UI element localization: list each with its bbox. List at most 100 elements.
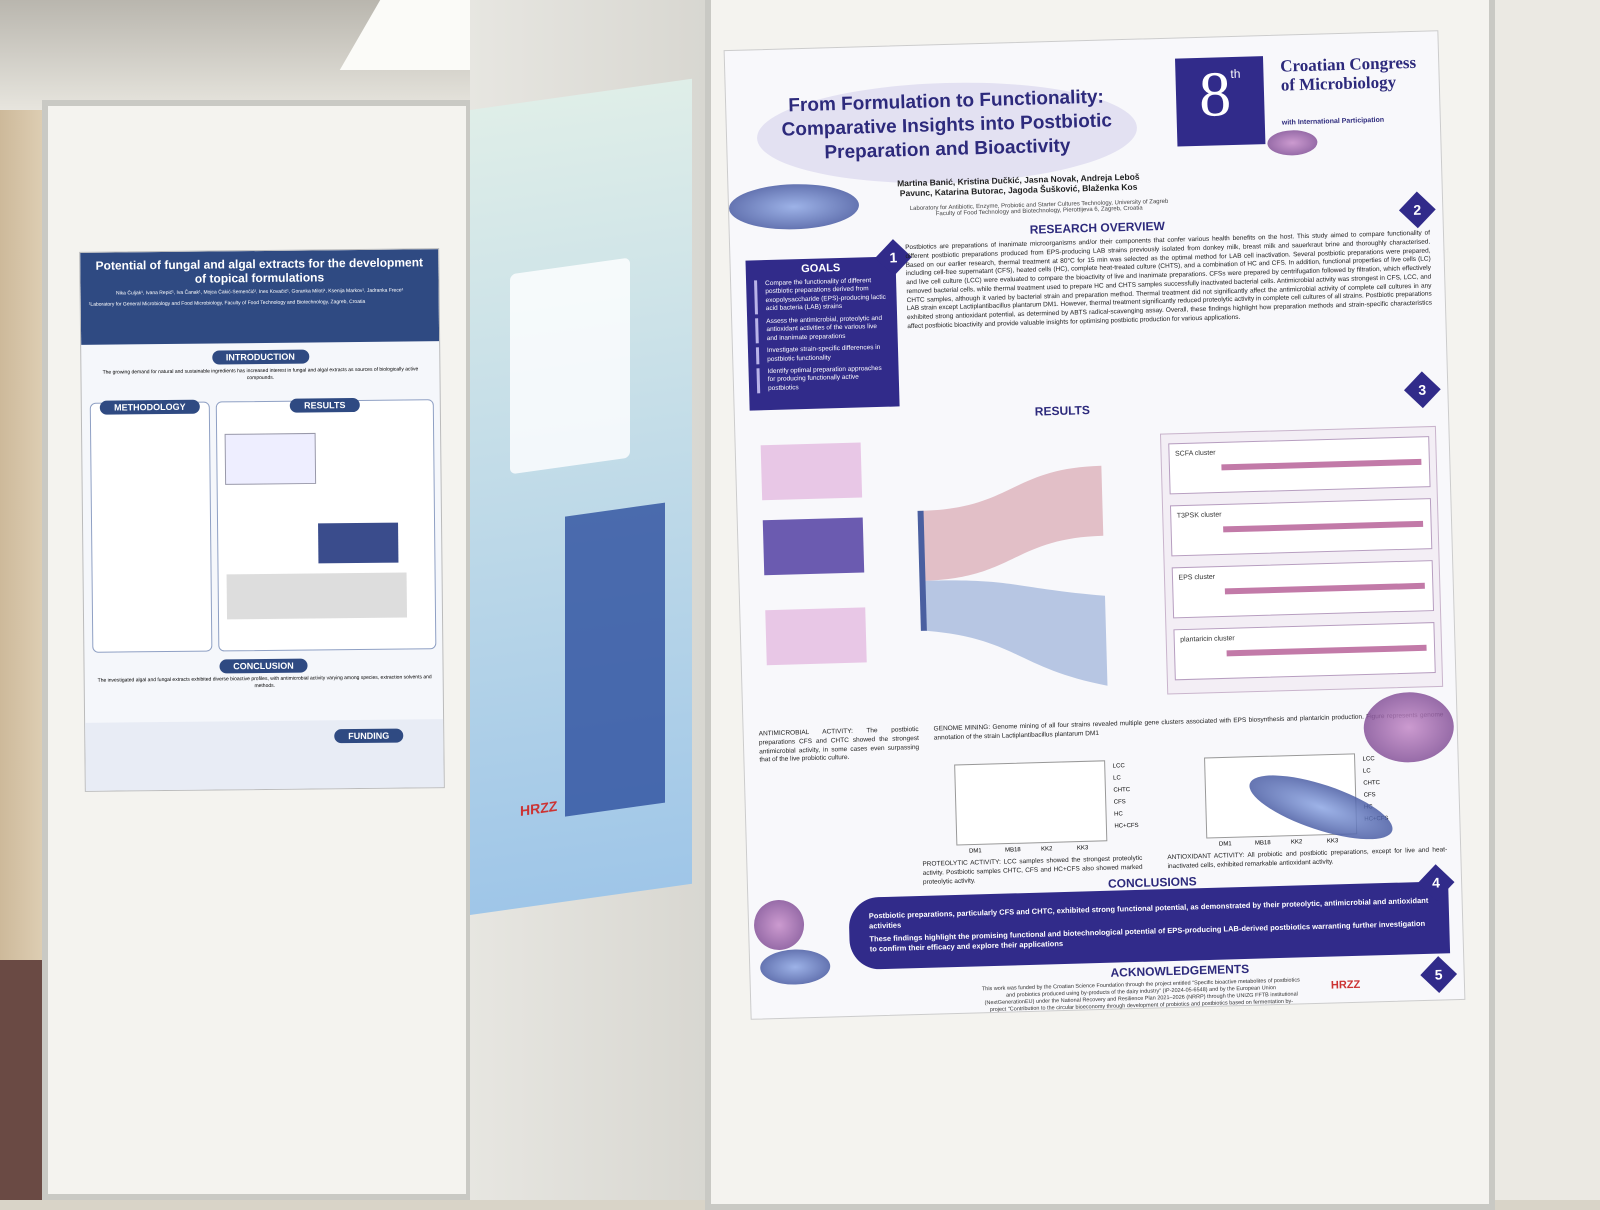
gene-track (1223, 520, 1424, 533)
legend-label: LC (1113, 775, 1122, 781)
section-number: 3 (1403, 371, 1441, 409)
affiliation: ¹Laboratory for General Microbiology and… (88, 298, 366, 308)
legend-label: LCC (1113, 763, 1126, 769)
section-heading: ACKNOWLEDGEMENTS (1110, 961, 1250, 980)
result-text: ANTIOXIDANT ACTIVITY: All probiotic and … (1167, 846, 1448, 870)
gene-clusters: SCFA cluster T3PSK cluster EPS cluster plan… (1168, 436, 1436, 681)
wall (1495, 0, 1600, 1200)
poster: From Formulation to Functionality: Compa… (723, 30, 1466, 1020)
footer: FUNDING (85, 719, 444, 792)
gene-track (1226, 644, 1427, 657)
strain-label: DM1 (969, 848, 982, 854)
section-heading: CONCLUSION (219, 658, 308, 674)
result-text: ANTIMICROBIAL ACTIVITY: The postbiotic p… (758, 725, 920, 764)
strain-label: KK2 (1291, 839, 1303, 845)
poster: Potential of fungal and algal extracts f… (79, 248, 445, 792)
goal-item: Identify optimal preparation approaches … (756, 364, 892, 394)
heatmap (760, 442, 863, 501)
gene-track (1221, 458, 1422, 471)
gene-track (1224, 582, 1425, 595)
carpet (0, 960, 45, 1200)
poster-title: From Formulation to Functionality: Compa… (781, 86, 1113, 163)
legend-label: HC (1114, 811, 1123, 817)
logo: HRZZ (1330, 978, 1361, 992)
section-heading: INTRODUCTION (211, 349, 309, 365)
cluster-label: plantaricin cluster (1180, 635, 1235, 644)
bacteria-illustration (753, 899, 805, 951)
legend-label: HC+CFS (1114, 823, 1138, 830)
poster: HRZZ (470, 78, 692, 916)
strain-label: DM1 (1219, 841, 1232, 847)
sankey-flow (924, 580, 1108, 686)
conclusion-text: The investigated algal and fungal extrac… (97, 674, 432, 689)
heatmap (765, 607, 867, 666)
legend-label: CFS (1114, 799, 1126, 805)
affiliation: Laboratory for Antibiotic, Enzyme, Probi… (909, 198, 1169, 218)
legend-label: LC (1363, 768, 1372, 774)
sankey-node (917, 510, 927, 631)
results-box: RESULTS (215, 397, 437, 652)
heatmaps (760, 442, 867, 666)
conclusions-list: Postbiotic preparations, particularly CF… (869, 896, 1430, 955)
overview-text: Postbiotics are preparations of inanimat… (905, 229, 1433, 331)
congress-suffix: th (1230, 66, 1241, 82)
strain-labels: DM1 DM1 MB18 MB18 KK2 KK2 KK3 KK3 (969, 838, 1339, 854)
legend-label: CHTC (1363, 780, 1380, 786)
strain-label: KK3 (1327, 838, 1339, 844)
goals-box: GOALS Compare the functionality of diffe… (745, 256, 900, 411)
cluster-label: EPS cluster (1178, 574, 1215, 582)
figure (226, 572, 408, 620)
goals-list: Compare the functionality of different p… (754, 276, 892, 394)
bacteria-illustration (728, 182, 860, 232)
figure (318, 522, 399, 564)
congress-name: Croatian Congress of Microbiology (1279, 52, 1417, 95)
section-heading: RESULTS (1034, 403, 1091, 419)
heatmap (762, 517, 865, 576)
section-heading: CONCLUSIONS (1107, 874, 1197, 891)
results-figure: SCFA cluster T3PSK cluster EPS cluster plan… (760, 425, 1444, 695)
methodology-box: METHODOLOGY (89, 399, 213, 653)
section-heading: FUNDING (334, 728, 404, 744)
section-number-text: 2 (1413, 201, 1422, 218)
plot-frame (954, 760, 1108, 846)
strain-label: MB18 (1005, 847, 1021, 853)
poster-title: Potential of fungal and algal extracts f… (95, 255, 424, 286)
bacteria-illustration (1267, 129, 1318, 157)
results-figures (224, 432, 408, 620)
section-number-text: 5 (1434, 966, 1443, 983)
congress-subtitle: with International Participation (1281, 116, 1385, 127)
strain-label: MB18 (1255, 840, 1271, 846)
figure (224, 432, 317, 485)
congress-number: 8 (1198, 58, 1232, 130)
poster-header: Potential of fungal and algal extracts f… (80, 249, 440, 345)
section-number: 2 (1398, 191, 1436, 229)
legend-label: CHTC (1113, 787, 1130, 793)
section-number-text: 3 (1418, 381, 1427, 398)
section-number: 5 (1420, 956, 1458, 993)
legend-label: LCC (1363, 756, 1376, 762)
strain-label: KK2 (1041, 846, 1053, 852)
legend-label: CFS (1364, 792, 1376, 798)
section-heading: RESULTS (290, 397, 360, 413)
figure (510, 257, 630, 475)
logo: HRZZ (520, 797, 558, 819)
section-heading: GOALS (801, 262, 841, 276)
conclusions-box: CONCLUSIONS Postbiotic preparations, par… (848, 874, 1451, 970)
goal-item: Compare the functionality of different p… (754, 276, 889, 315)
authors: Nika Čuljak¹, Ivana Repić¹, Iva Čanak¹, … (115, 287, 404, 297)
cluster-label: T3PSK cluster (1177, 511, 1223, 519)
section-heading: RESEARCH OVERVIEW (1029, 218, 1166, 237)
sankey-flow (922, 465, 1104, 581)
intro-text: The growing demand for natural and susta… (102, 366, 419, 381)
section-heading: METHODOLOGY (99, 399, 200, 415)
cluster-label: SCFA cluster (1175, 450, 1216, 458)
table (565, 502, 665, 817)
goal-item: Assess the antimicrobial, proteolytic an… (755, 314, 890, 344)
goal-item: Investigate strain-specific differences … (755, 343, 891, 365)
strain-label: KK3 (1077, 845, 1089, 851)
section-number-text: 1 (889, 249, 898, 266)
section-number-text: 4 (1431, 874, 1441, 891)
bacteria-illustration (759, 948, 831, 986)
